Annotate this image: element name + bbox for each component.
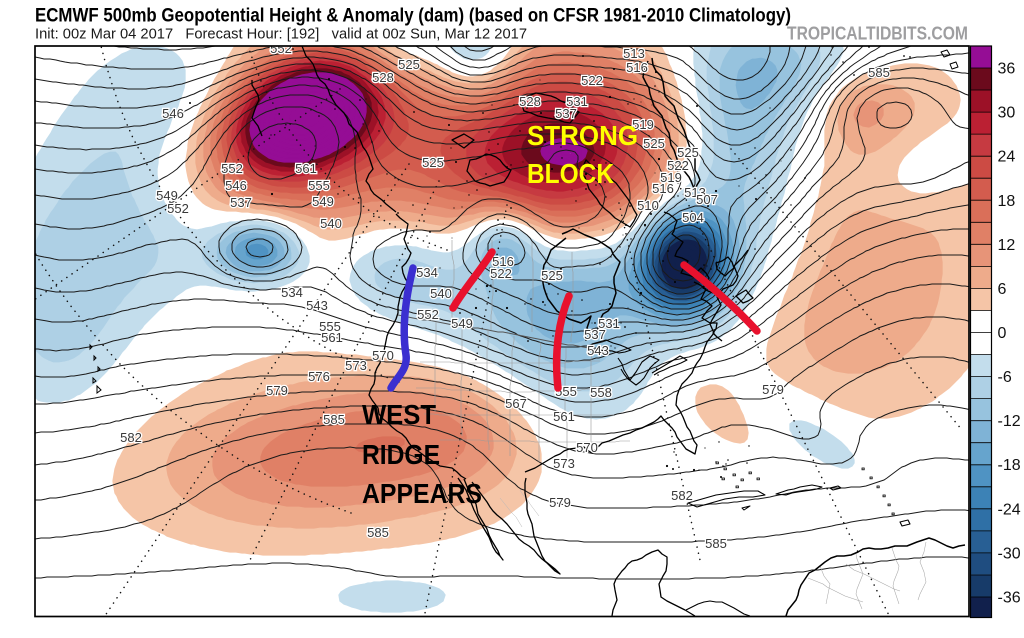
svg-text:576: 576	[308, 369, 330, 384]
svg-text:573: 573	[553, 456, 575, 471]
svg-text:585: 585	[367, 525, 389, 540]
svg-text:549: 549	[451, 316, 473, 331]
svg-text:537: 537	[230, 195, 252, 210]
svg-text:525: 525	[677, 145, 699, 160]
svg-text:585: 585	[705, 536, 727, 551]
svg-text:513: 513	[623, 46, 645, 61]
svg-text:552: 552	[167, 201, 189, 216]
svg-text:0: 0	[998, 325, 1007, 342]
svg-text:570: 570	[372, 348, 394, 363]
svg-text:561: 561	[553, 409, 575, 424]
svg-text:30: 30	[998, 105, 1016, 122]
svg-text:534: 534	[416, 265, 438, 280]
svg-text:516: 516	[652, 181, 674, 196]
svg-text:RIDGE: RIDGE	[362, 439, 440, 470]
svg-text:18: 18	[998, 193, 1016, 210]
svg-text:APPEARS: APPEARS	[362, 478, 482, 509]
svg-text:522: 522	[667, 158, 689, 173]
svg-text:516: 516	[626, 60, 648, 75]
svg-text:549: 549	[156, 188, 178, 203]
svg-text:531: 531	[566, 94, 588, 109]
svg-text:537: 537	[584, 327, 606, 342]
svg-text:570: 570	[576, 440, 598, 455]
svg-text:579: 579	[762, 382, 784, 397]
svg-text:579: 579	[549, 495, 571, 510]
svg-text:537: 537	[555, 106, 577, 121]
svg-text:STRONG: STRONG	[527, 120, 638, 151]
svg-text:546: 546	[162, 106, 184, 121]
svg-text:6: 6	[998, 281, 1007, 298]
svg-text:ECMWF 500mb Geopotential Heigh: ECMWF 500mb Geopotential Height & Anomal…	[35, 5, 791, 27]
svg-text:-24: -24	[998, 501, 1021, 518]
svg-text:543: 543	[587, 343, 609, 358]
svg-text:543: 543	[306, 298, 328, 313]
svg-text:36: 36	[998, 61, 1016, 78]
svg-text:528: 528	[372, 70, 394, 85]
svg-text:522: 522	[490, 266, 512, 281]
svg-text:552: 552	[270, 41, 292, 56]
svg-text:558: 558	[590, 385, 612, 400]
svg-text:TROPICALTIDBITS.COM: TROPICALTIDBITS.COM	[787, 24, 968, 44]
svg-text:519: 519	[660, 170, 682, 185]
svg-text:24: 24	[998, 149, 1016, 166]
svg-text:582: 582	[671, 488, 693, 503]
svg-text:516: 516	[492, 254, 514, 269]
svg-text:534: 534	[281, 285, 303, 300]
svg-text:525: 525	[541, 268, 563, 283]
svg-text:567: 567	[505, 396, 527, 411]
svg-text:555: 555	[308, 178, 330, 193]
svg-text:525: 525	[643, 136, 665, 151]
svg-text:Init: 00z Mar 04 2017 Foreca: Init: 00z Mar 04 2017 Forecast Hour: [19…	[35, 27, 527, 43]
svg-text:WEST: WEST	[362, 399, 436, 430]
svg-text:531: 531	[598, 316, 620, 331]
svg-text:-30: -30	[998, 545, 1021, 562]
svg-text:585: 585	[323, 412, 345, 427]
svg-text:-6: -6	[998, 369, 1012, 386]
svg-text:BLOCK: BLOCK	[527, 158, 614, 189]
svg-text:504: 504	[682, 210, 704, 225]
svg-text:525: 525	[422, 155, 444, 170]
svg-text:507: 507	[696, 192, 718, 207]
svg-text:552: 552	[221, 161, 243, 176]
svg-text:519: 519	[632, 117, 654, 132]
svg-text:522: 522	[581, 73, 603, 88]
svg-text:528: 528	[519, 94, 541, 109]
svg-text:582: 582	[120, 430, 142, 445]
svg-text:540: 540	[320, 216, 342, 231]
svg-text:-36: -36	[998, 590, 1021, 607]
svg-text:-12: -12	[998, 413, 1021, 430]
svg-text:555: 555	[319, 319, 341, 334]
svg-text:-18: -18	[998, 457, 1021, 474]
svg-text:549: 549	[312, 194, 334, 209]
svg-text:552: 552	[417, 307, 439, 322]
svg-text:585: 585	[868, 65, 890, 80]
svg-text:540: 540	[430, 286, 452, 301]
svg-text:510: 510	[637, 198, 659, 213]
svg-text:525: 525	[398, 57, 420, 72]
svg-text:573: 573	[345, 358, 367, 373]
svg-text:579: 579	[266, 383, 288, 398]
svg-text:561: 561	[295, 161, 317, 176]
svg-text:546: 546	[225, 178, 247, 193]
svg-text:513: 513	[684, 185, 706, 200]
svg-text:561: 561	[321, 330, 343, 345]
svg-text:12: 12	[998, 237, 1016, 254]
